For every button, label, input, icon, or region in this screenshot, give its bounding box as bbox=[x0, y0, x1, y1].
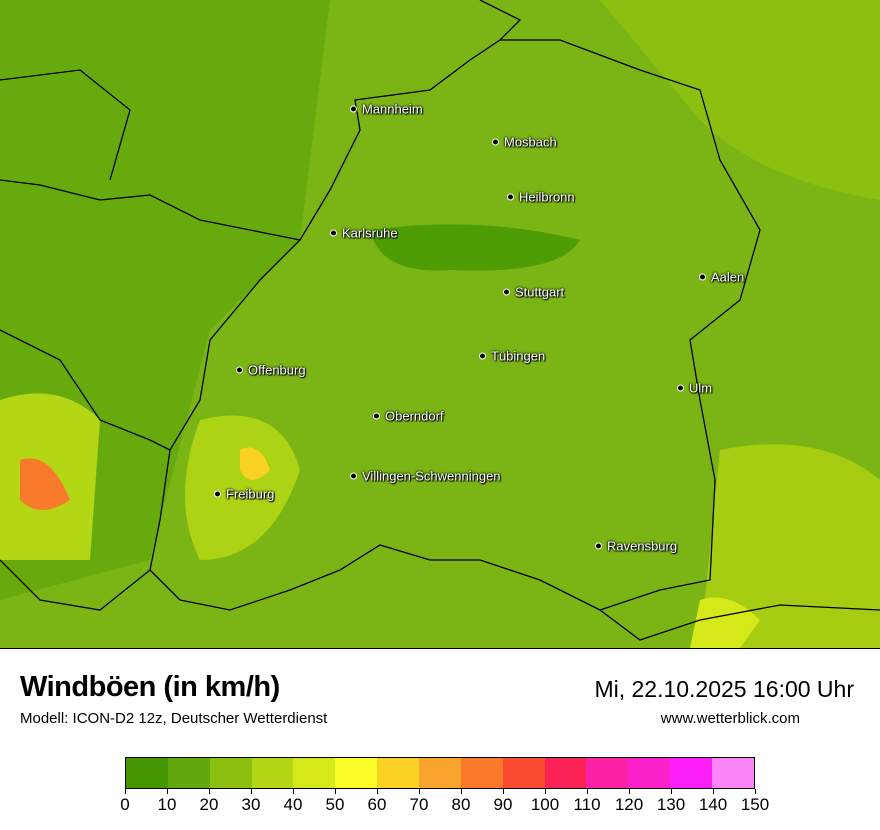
legend-tick bbox=[209, 789, 210, 794]
wind-gust-map: Mannheim Mosbach Heilbronn Karlsruhe Aalen St… bbox=[0, 0, 880, 649]
legend-tick bbox=[545, 789, 546, 794]
legend-tick-label: 70 bbox=[409, 795, 429, 814]
legend-tick-label: 90 bbox=[493, 795, 513, 814]
legend-swatch bbox=[377, 758, 420, 788]
legend-ticks: 0 10 20 30 40 50 60 70 80 90 100 110 120 130 140 150 bbox=[120, 789, 769, 819]
legend-tick bbox=[503, 789, 504, 794]
city-name: Offenburg bbox=[248, 362, 306, 378]
color-legend bbox=[125, 757, 755, 789]
legend-swatch bbox=[209, 758, 252, 788]
city-name: Tübingen bbox=[491, 348, 546, 364]
city-marker: Mannheim bbox=[350, 102, 423, 117]
city-dot-icon bbox=[503, 288, 510, 296]
borders bbox=[0, 0, 880, 641]
model-info: Modell: ICON-D2 12z, Deutscher Wetterdie… bbox=[20, 710, 328, 727]
legend-swatch bbox=[335, 758, 378, 788]
legend-tick-label: 120 bbox=[614, 795, 644, 814]
legend-swatch bbox=[126, 758, 168, 788]
city-dot-icon bbox=[595, 542, 602, 550]
legend-tick bbox=[251, 789, 252, 794]
city-name: Mosbach bbox=[504, 134, 557, 150]
legend-tick bbox=[671, 789, 672, 794]
legend-swatch bbox=[670, 758, 713, 788]
legend-tick bbox=[167, 789, 168, 794]
legend-tick bbox=[713, 789, 714, 794]
city-name: Aalen bbox=[711, 269, 745, 285]
legend-tick bbox=[461, 789, 462, 794]
city-name: Ulm bbox=[689, 380, 713, 396]
legend-tick-label: 130 bbox=[656, 795, 686, 814]
city-name: Villingen-Schwenningen bbox=[362, 468, 501, 484]
city-marker: Heilbronn bbox=[507, 190, 575, 205]
city-marker: Aalen bbox=[699, 270, 744, 285]
city-dot-icon bbox=[479, 352, 486, 360]
legend-tick bbox=[377, 789, 378, 794]
city-name: Mannheim bbox=[362, 101, 423, 117]
city-dot-icon bbox=[507, 193, 514, 201]
city-marker: Stuttgart bbox=[503, 285, 564, 300]
legend-tick bbox=[587, 789, 588, 794]
city-name: Heilbronn bbox=[519, 189, 575, 205]
city-marker: Ravensburg bbox=[595, 539, 677, 554]
legend-tick-label: 30 bbox=[241, 795, 261, 814]
legend-swatch bbox=[712, 758, 754, 788]
legend-tick bbox=[335, 789, 336, 794]
city-name: Oberndorf bbox=[385, 408, 444, 424]
website-link[interactable]: www.wetterblick.com bbox=[660, 710, 800, 727]
city-marker: Oberndorf bbox=[373, 409, 444, 424]
legend-tick-label: 10 bbox=[157, 795, 177, 814]
map-canvas bbox=[0, 0, 880, 648]
legend-tick-label: 140 bbox=[698, 795, 728, 814]
legend-tick-label: 100 bbox=[530, 795, 560, 814]
legend-swatch bbox=[544, 758, 587, 788]
forecast-datetime: Mi, 22.10.2025 16:00 Uhr bbox=[594, 676, 854, 702]
legend-swatch bbox=[502, 758, 545, 788]
city-dot-icon bbox=[492, 138, 499, 146]
city-marker: Tübingen bbox=[479, 349, 545, 364]
legend-tick-label: 150 bbox=[740, 795, 770, 814]
map-title: Windböen (in km/h) bbox=[20, 671, 280, 703]
legend-tick bbox=[629, 789, 630, 794]
city-marker: Villingen-Schwenningen bbox=[350, 469, 501, 484]
city-name: Freiburg bbox=[226, 486, 275, 502]
city-name: Ravensburg bbox=[607, 538, 678, 554]
terrain-shading bbox=[0, 0, 880, 648]
city-marker: Mosbach bbox=[492, 135, 557, 150]
city-dot-icon bbox=[677, 384, 684, 392]
legend-tick bbox=[419, 789, 420, 794]
city-dot-icon bbox=[214, 490, 221, 498]
legend-tick bbox=[125, 789, 126, 794]
legend-swatch bbox=[251, 758, 294, 788]
legend-swatch bbox=[293, 758, 336, 788]
legend-swatch bbox=[586, 758, 629, 788]
legend-tick-label: 20 bbox=[199, 795, 219, 814]
legend-tick-label: 60 bbox=[367, 795, 387, 814]
city-dot-icon bbox=[330, 229, 337, 237]
city-dot-icon bbox=[699, 273, 706, 281]
legend-tick-label: 110 bbox=[573, 795, 601, 814]
legend-swatch bbox=[628, 758, 671, 788]
city-marker: Freiburg bbox=[214, 487, 274, 502]
city-dot-icon bbox=[236, 366, 243, 374]
city-marker: Ulm bbox=[677, 381, 712, 396]
legend-tick bbox=[755, 789, 756, 794]
city-marker: Offenburg bbox=[236, 363, 306, 378]
city-marker: Karlsruhe bbox=[330, 226, 398, 241]
city-dot-icon bbox=[373, 412, 380, 420]
legend-swatch bbox=[460, 758, 503, 788]
legend-tick-label: 40 bbox=[283, 795, 303, 814]
legend-swatch bbox=[419, 758, 461, 788]
legend-tick-label: 0 bbox=[120, 795, 130, 814]
city-name: Karlsruhe bbox=[342, 225, 398, 241]
city-dot-icon bbox=[350, 472, 357, 480]
legend-tick-label: 80 bbox=[451, 795, 471, 814]
city-name: Stuttgart bbox=[515, 284, 565, 300]
legend-tick-label: 50 bbox=[325, 795, 345, 814]
city-dot-icon bbox=[350, 105, 357, 113]
legend-swatch bbox=[167, 758, 210, 788]
legend-tick bbox=[293, 789, 294, 794]
